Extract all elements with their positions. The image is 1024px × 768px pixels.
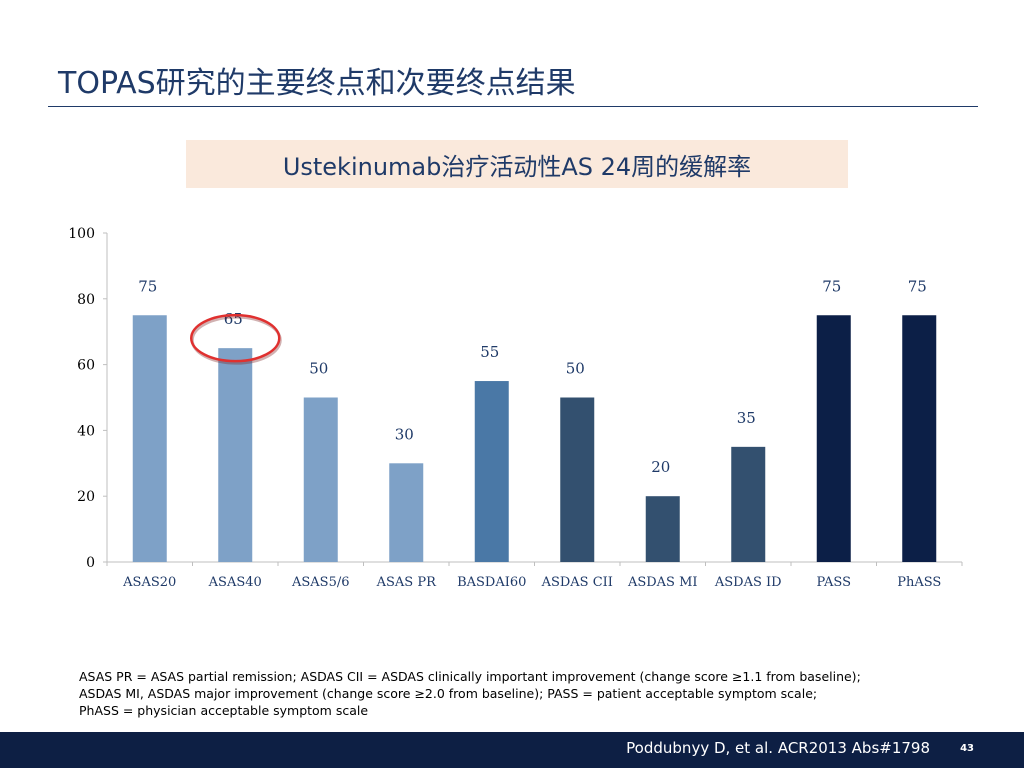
data-label: 20	[651, 458, 670, 476]
x-tick-label: ASAS20	[122, 575, 176, 590]
x-tick-label: ASAS40	[208, 575, 262, 590]
page-number: 43	[960, 743, 974, 754]
data-label: 75	[138, 277, 157, 295]
bar	[731, 446, 766, 562]
x-tick-label: PASS	[816, 575, 851, 590]
x-tick-label: BASDAI60	[457, 575, 526, 590]
y-tick-label: 60	[77, 358, 95, 374]
data-label: 55	[480, 343, 499, 361]
bar	[902, 315, 937, 562]
data-label: 35	[737, 409, 756, 427]
highlight-ellipse	[190, 313, 281, 363]
data-label: 75	[822, 277, 841, 295]
bar	[218, 348, 253, 562]
y-tick-label: 100	[68, 226, 95, 242]
footnote-line: ASAS PR = ASAS partial remission; ASDAS …	[79, 669, 861, 684]
x-tick-label: ASDAS CII	[541, 575, 613, 590]
x-tick-label: ASAS PR	[376, 575, 437, 590]
bar	[303, 397, 338, 562]
citation: Poddubnyy D, et al. ACR2013 Abs#1798	[626, 739, 930, 757]
y-tick-label: 20	[77, 489, 95, 505]
bar	[645, 496, 680, 562]
footer-bar: Poddubnyy D, et al. ACR2013 Abs#1798 43	[0, 732, 1024, 768]
footnote-line: PhASS = physician acceptable symptom sca…	[79, 703, 369, 718]
bar	[560, 397, 595, 562]
bar	[132, 315, 167, 562]
footnote: ASAS PR = ASAS partial remission; ASDAS …	[79, 668, 979, 719]
y-tick-label: 80	[77, 292, 95, 308]
x-tick-label: ASAS5/6	[291, 575, 350, 590]
slide-title: TOPAS研究的主要终点和次要终点结果	[58, 66, 576, 101]
bar	[816, 315, 851, 562]
footnote-line: ASDAS MI, ASDAS major improvement (chang…	[79, 686, 818, 701]
subtitle-banner: Ustekinumab治疗活动性AS 24周的缓解率	[186, 140, 848, 188]
x-tick-label: ASDAS ID	[714, 575, 782, 590]
data-label: 30	[395, 425, 414, 443]
y-tick-label: 0	[86, 555, 95, 571]
x-tick-label: PhASS	[897, 575, 941, 590]
bar-chart: 02040608010075ASAS2065ASAS4050ASAS5/630A…	[68, 226, 963, 590]
data-label: 50	[566, 360, 585, 378]
chart-subtitle: Ustekinumab治疗活动性AS 24周的缓解率	[282, 152, 752, 181]
data-label: 50	[309, 360, 328, 378]
x-tick-label: ASDAS MI	[627, 575, 698, 590]
y-tick-label: 40	[77, 423, 95, 439]
data-label: 75	[908, 277, 927, 295]
bar	[389, 463, 424, 562]
title-divider	[48, 106, 978, 107]
bar	[474, 381, 509, 562]
